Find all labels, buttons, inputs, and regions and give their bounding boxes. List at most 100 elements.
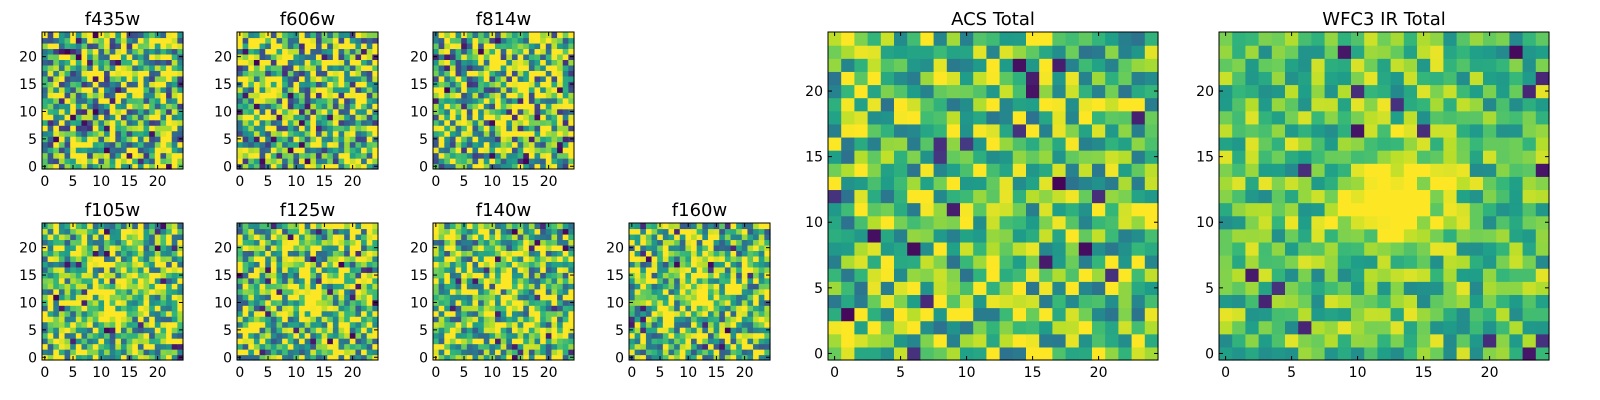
heatmap-cell <box>528 48 536 55</box>
heatmap-cell <box>242 37 249 44</box>
heatmap-cell <box>433 321 440 328</box>
heatmap-cell <box>253 354 261 361</box>
heatmap-cell <box>557 299 564 306</box>
heatmap-cell <box>304 223 311 230</box>
heatmap-cell <box>372 239 379 246</box>
heatmap-cell <box>361 59 368 66</box>
heatmap-cell <box>461 158 468 165</box>
heatmap-cell <box>736 327 743 334</box>
heatmap-cell <box>137 152 145 159</box>
heatmap-cell <box>149 239 156 246</box>
heatmap-cell <box>293 283 300 290</box>
heatmap-cell <box>265 288 272 295</box>
heatmap-cell <box>310 147 317 154</box>
heatmap-cell <box>47 288 54 295</box>
heatmap-cell <box>495 223 502 230</box>
heatmap-cell <box>551 119 558 126</box>
heatmap-cell <box>58 228 66 235</box>
heatmap-cell <box>372 310 379 317</box>
heatmap-cell <box>634 343 641 350</box>
heatmap-cell <box>349 37 357 44</box>
heatmap-cell <box>160 228 167 235</box>
heatmap-cell <box>120 119 128 126</box>
heatmap-cell <box>1012 346 1027 361</box>
heatmap-cell <box>75 233 83 241</box>
heatmap-cell <box>259 343 266 350</box>
heatmap-cell <box>344 239 351 246</box>
heatmap-cell <box>338 158 345 165</box>
heatmap-cell <box>137 233 145 241</box>
heatmap-cell <box>171 125 178 132</box>
heatmap-cell <box>466 158 474 165</box>
heatmap-cell <box>310 92 317 99</box>
heatmap-cell <box>137 266 145 273</box>
heatmap-cell <box>551 310 558 317</box>
heatmap-cell <box>438 305 445 312</box>
heatmap-cell <box>545 338 553 345</box>
heatmap-cell <box>149 48 156 55</box>
heatmap-cell <box>70 239 77 246</box>
heatmap-cell <box>662 239 670 246</box>
heatmap-cell <box>894 150 908 164</box>
heatmap-cell <box>75 250 83 257</box>
heatmap-cell <box>528 103 536 110</box>
heatmap-cell <box>344 321 351 328</box>
heatmap-cell <box>557 59 564 66</box>
heatmap-cell <box>259 37 266 44</box>
heatmap-cell <box>657 327 664 334</box>
x-tick-label: 20 <box>344 174 362 190</box>
heatmap-cell <box>562 277 569 284</box>
heatmap-cell <box>259 305 266 312</box>
heatmap-cell <box>696 272 703 279</box>
heatmap-cell <box>304 255 311 262</box>
heatmap-cell <box>534 277 541 284</box>
heatmap-cell <box>691 299 698 306</box>
heatmap-cell <box>338 266 345 273</box>
heatmap-cell <box>304 305 311 312</box>
heatmap-cell <box>562 103 569 110</box>
heatmap-cell <box>528 37 536 44</box>
heatmap-cell <box>109 354 116 361</box>
heatmap-cell <box>523 114 530 121</box>
heatmap-cell <box>1092 215 1106 230</box>
heatmap-cell <box>355 354 362 361</box>
heatmap-cell <box>506 266 513 273</box>
heatmap-cell <box>753 250 760 257</box>
heatmap-cell <box>361 294 368 301</box>
heatmap-cell <box>248 103 255 110</box>
heatmap-cell <box>657 261 664 268</box>
heatmap-cell <box>679 305 686 312</box>
heatmap-cell <box>355 250 362 257</box>
heatmap-cell <box>1078 268 1093 282</box>
heatmap-cell <box>736 332 743 339</box>
heatmap-cell <box>242 354 249 361</box>
heatmap-cell <box>248 97 255 104</box>
heatmap-cell <box>120 152 128 159</box>
heatmap-cell <box>160 141 167 148</box>
heatmap-cell <box>58 294 66 301</box>
heatmap-cell <box>461 294 468 301</box>
heatmap-cell <box>270 32 278 39</box>
heatmap-cell <box>489 147 496 154</box>
heatmap-cell <box>171 37 178 44</box>
heatmap-cell <box>747 223 754 230</box>
heatmap-cell <box>75 272 83 279</box>
heatmap-cell <box>98 75 105 82</box>
heatmap-cell <box>265 272 272 279</box>
heatmap-cell <box>143 349 150 356</box>
heatmap-cell <box>143 136 150 143</box>
heatmap-cell <box>1131 215 1146 230</box>
heatmap-cell <box>149 130 156 137</box>
heatmap-cell <box>500 92 507 99</box>
heatmap-cell <box>154 261 162 268</box>
heatmap-cell <box>282 283 289 290</box>
heatmap-cell <box>53 81 60 88</box>
heatmap-cell <box>907 215 921 230</box>
heatmap-cell <box>137 103 145 110</box>
heatmap-cell <box>545 64 553 71</box>
heatmap-cell <box>248 294 255 301</box>
heatmap-cell <box>523 233 530 241</box>
heatmap-cell <box>53 277 60 284</box>
heatmap-cell <box>344 277 351 284</box>
heatmap-cell <box>160 42 167 50</box>
